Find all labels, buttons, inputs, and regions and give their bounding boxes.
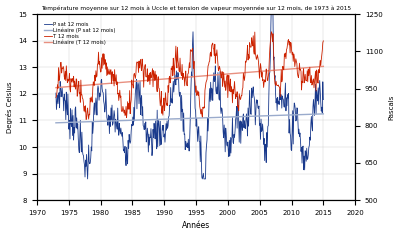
Linéaire (T 12 mois): [144, 79, 149, 82]
Title: Température moyenne sur 12 mois à Uccle et tension de vapeur moyennée sur 12 moi: Température moyenne sur 12 mois à Uccle …: [41, 6, 351, 11]
P sat 12 mois: [201, 172, 206, 175]
Linéaire (P sat 12 mois): [321, 113, 326, 115]
P sat 12 mois: [181, 130, 186, 133]
Linéaire (T 12 mois): [54, 86, 58, 89]
T 12 mois: [54, 96, 58, 99]
Linéaire (P sat 12 mois): [85, 120, 90, 123]
Y-axis label: Degrés Celsius: Degrés Celsius: [6, 81, 12, 133]
Linéaire (P sat 12 mois): [200, 117, 205, 119]
P sat 12 mois: [245, 135, 250, 137]
T 12 mois: [201, 107, 206, 110]
P sat 12 mois: [85, 177, 90, 180]
P sat 12 mois: [54, 92, 58, 95]
Linéaire (T 12 mois): [200, 75, 205, 77]
T 12 mois: [84, 118, 88, 121]
T 12 mois: [145, 67, 150, 70]
X-axis label: Années: Années: [182, 221, 210, 230]
T 12 mois: [245, 44, 250, 47]
Line: Linéaire (P sat 12 mois): Linéaire (P sat 12 mois): [56, 114, 323, 123]
Linéaire (P sat 12 mois): [144, 118, 149, 121]
P sat 12 mois: [321, 98, 326, 101]
P sat 12 mois: [62, 99, 67, 101]
Legend: P sat 12 mois, Linéaire (P sat 12 mois), T 12 mois, Linéaire (T 12 mois): P sat 12 mois, Linéaire (P sat 12 mois),…: [43, 21, 117, 46]
T 12 mois: [181, 72, 186, 75]
Line: Linéaire (T 12 mois): Linéaire (T 12 mois): [56, 66, 323, 88]
Linéaire (P sat 12 mois): [180, 117, 185, 120]
T 12 mois: [85, 107, 90, 110]
Linéaire (P sat 12 mois): [54, 121, 58, 124]
P sat 12 mois: [145, 127, 150, 130]
Linéaire (T 12 mois): [180, 76, 185, 79]
Linéaire (T 12 mois): [62, 85, 67, 88]
Linéaire (P sat 12 mois): [245, 115, 250, 118]
Linéaire (P sat 12 mois): [62, 121, 67, 124]
T 12 mois: [269, 30, 274, 33]
Linéaire (T 12 mois): [321, 65, 326, 68]
T 12 mois: [321, 39, 326, 42]
Line: T 12 mois: T 12 mois: [56, 32, 323, 119]
T 12 mois: [62, 78, 67, 81]
Linéaire (T 12 mois): [245, 71, 250, 74]
P sat 12 mois: [269, 0, 274, 3]
P sat 12 mois: [85, 167, 90, 170]
Linéaire (T 12 mois): [85, 84, 90, 87]
Line: P sat 12 mois: P sat 12 mois: [56, 2, 323, 179]
Y-axis label: Pascals: Pascals: [388, 94, 394, 120]
